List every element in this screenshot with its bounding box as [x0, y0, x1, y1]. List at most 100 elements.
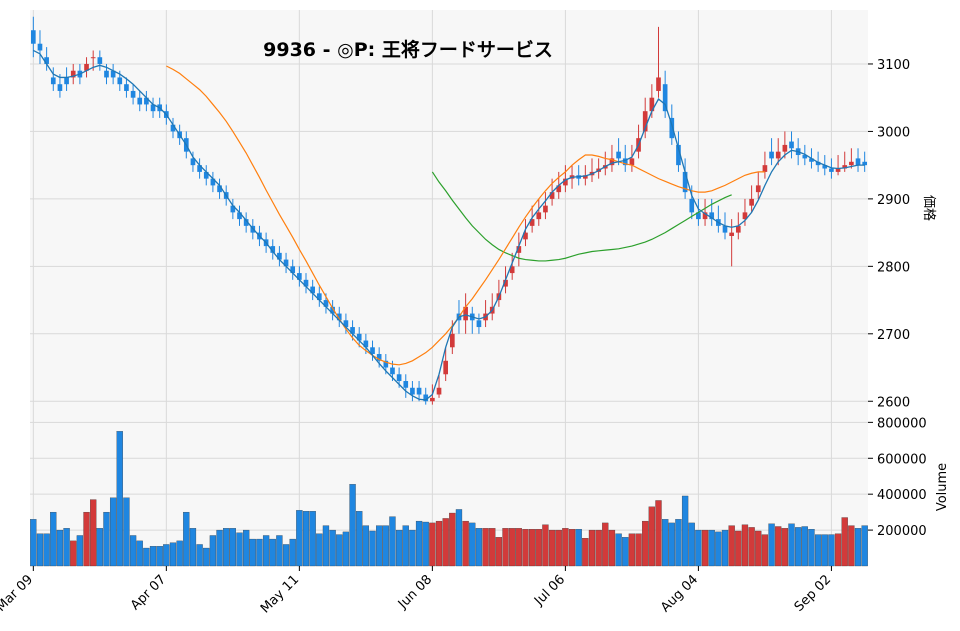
volume-bar	[675, 519, 682, 567]
candle-body	[323, 300, 329, 307]
volume-bar	[475, 528, 483, 567]
volume-bar	[515, 528, 522, 567]
candle-body	[403, 381, 409, 388]
candle-body	[90, 57, 96, 59]
ma25-line	[166, 65, 765, 366]
volume-bar	[748, 527, 755, 567]
candle-body	[203, 171, 209, 179]
volume-bar	[841, 517, 848, 567]
volume-bar	[721, 529, 729, 567]
candle-body	[709, 212, 715, 220]
candle-body	[629, 158, 635, 166]
price-panel-bg	[30, 10, 868, 408]
x-tick-label: Aug 04	[658, 572, 701, 615]
candle-body	[336, 313, 342, 321]
candle-body	[104, 70, 109, 78]
volume-bar	[449, 512, 456, 567]
volume-bar	[622, 537, 629, 567]
candle-body	[729, 232, 734, 236]
volume-bar	[509, 528, 516, 567]
price-tick-label: 2700	[877, 328, 910, 343]
candle-body	[316, 293, 322, 301]
candle-body	[622, 158, 628, 166]
candle-body	[503, 279, 508, 287]
volume-bar	[715, 531, 722, 567]
volume-bar	[96, 528, 103, 567]
candle-body	[376, 354, 382, 361]
volume-bar	[595, 529, 602, 567]
candle-body	[862, 161, 868, 166]
candle-body	[144, 97, 149, 105]
candle-body	[277, 252, 282, 260]
volume-bar	[469, 522, 476, 567]
candle-body	[835, 168, 841, 172]
x-tick-label: Mar 09	[0, 572, 36, 615]
volume-bar	[482, 528, 489, 567]
volume-bar	[262, 535, 270, 567]
volume-bar	[795, 527, 802, 567]
volume-bar	[163, 544, 170, 567]
volume-tick-label: 400000	[877, 488, 927, 503]
volume-bar	[196, 544, 203, 567]
candle-body	[702, 212, 708, 220]
volume-bar	[741, 524, 749, 567]
candle-body	[556, 185, 562, 193]
volume-bar	[755, 530, 762, 567]
volume-bar	[662, 519, 669, 567]
volume-bar	[395, 529, 403, 567]
price-tick-label: 2800	[877, 260, 910, 275]
candle-body	[237, 212, 242, 220]
volume-bar	[109, 497, 117, 567]
candle-body	[283, 259, 289, 267]
candle-body	[57, 84, 63, 91]
volume-tick-label: 600000	[877, 452, 927, 467]
candle-body	[669, 117, 675, 139]
candle-body	[383, 360, 389, 368]
volume-bar	[349, 484, 356, 567]
volume-bar	[376, 525, 383, 567]
x-tick-label: Jul 06	[531, 572, 568, 609]
volume-bar	[50, 511, 57, 567]
candle-body	[616, 151, 621, 159]
volume-bar	[781, 528, 789, 567]
candle-body	[769, 151, 774, 159]
price-tick-labels: 2600 2700 2800 2900 3000 3100	[868, 58, 910, 410]
candle-body	[137, 97, 143, 105]
volume-bar	[788, 523, 795, 567]
volume-bar	[382, 525, 389, 567]
volume-bar	[422, 521, 429, 567]
candle-body	[789, 141, 794, 149]
volume-bar	[608, 529, 616, 567]
price-tick-label: 2600	[877, 395, 910, 410]
candle-body	[44, 57, 49, 64]
volume-bar	[728, 525, 735, 567]
volume-bar	[63, 528, 70, 567]
candle-body	[117, 77, 123, 85]
volume-bar	[688, 522, 695, 567]
candle-body	[410, 387, 415, 395]
volume-bar	[528, 529, 536, 567]
volume-bar	[821, 534, 828, 567]
price-gridlines	[30, 63, 868, 402]
candle-body	[516, 246, 522, 253]
volume-bar	[695, 529, 702, 567]
candle-body	[689, 198, 695, 213]
candle-body	[197, 165, 202, 172]
candle-body	[543, 205, 548, 213]
candle-body	[110, 70, 116, 78]
price-tick-label: 3100	[877, 58, 910, 73]
volume-bar	[462, 520, 469, 567]
candle-body	[509, 266, 515, 274]
candle-body	[350, 327, 355, 334]
volume-bar	[70, 540, 77, 567]
volume-bar	[588, 529, 596, 567]
candle-body	[755, 185, 761, 193]
volume-bar	[203, 547, 210, 567]
volume-bar	[455, 509, 463, 567]
volume-bar	[708, 529, 715, 567]
volume-bar	[568, 529, 576, 567]
candle-body	[370, 347, 375, 355]
candle-body	[30, 30, 36, 44]
candle-body	[297, 273, 302, 280]
candle-body	[842, 165, 848, 169]
